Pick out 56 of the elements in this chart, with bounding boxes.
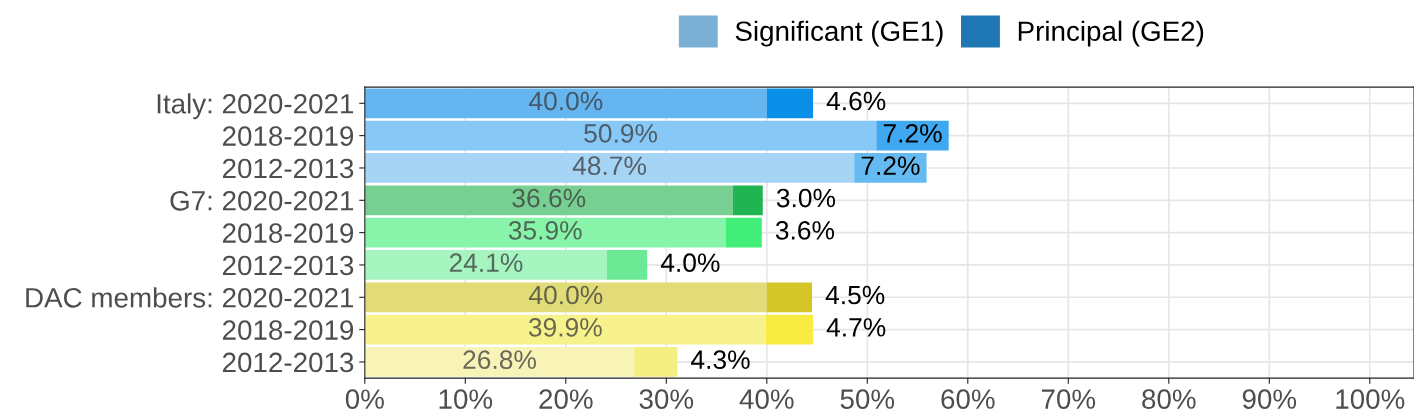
data-label: 4.6% xyxy=(826,91,886,111)
bar xyxy=(364,347,635,377)
bar xyxy=(364,88,767,119)
x-tick-label: 20% xyxy=(539,389,593,409)
bar xyxy=(766,282,813,313)
data-label: 7.2% xyxy=(883,124,942,143)
y-tick-label: DAC members: 2020-2021 xyxy=(26,287,354,308)
data-label: 39.9% xyxy=(528,318,602,337)
data-label: 48.7% xyxy=(572,156,646,176)
y-tick-label: G7: 2020-2021 xyxy=(170,190,354,211)
data-label: 36.6% xyxy=(512,188,586,208)
x-tick-label: 100% xyxy=(1336,389,1405,409)
bar xyxy=(732,185,763,216)
data-label: 35.9% xyxy=(508,221,582,240)
bar xyxy=(364,120,877,151)
bar xyxy=(364,314,766,345)
data-label: 7.2% xyxy=(861,156,920,175)
data-label: 40.0% xyxy=(529,91,603,111)
data-label: 3.0% xyxy=(776,188,836,208)
data-label: 3.6% xyxy=(775,221,835,240)
data-label: 4.5% xyxy=(825,285,885,305)
bar xyxy=(765,314,814,345)
y-tick-label: Italy: 2020-2021 xyxy=(157,93,354,120)
bar xyxy=(364,153,855,183)
bar xyxy=(364,250,608,280)
bar xyxy=(634,347,678,377)
bar xyxy=(364,217,726,248)
x-tick-label: 80% xyxy=(1142,389,1196,409)
data-label: 4.7% xyxy=(826,318,886,337)
x-tick-label: 10% xyxy=(439,389,493,409)
x-tick-label: 40% xyxy=(739,389,794,409)
bar xyxy=(725,217,762,248)
x-tick-label: 30% xyxy=(639,389,694,409)
x-tick-label: 60% xyxy=(941,389,995,409)
x-tick-label: 50% xyxy=(840,389,895,409)
y-tick-label: 2018-2019 xyxy=(222,126,354,146)
data-label: 4.0% xyxy=(660,253,720,273)
series-label: Significant (GE1) xyxy=(735,20,943,47)
y-tick-label: 2012-2013 xyxy=(222,255,354,276)
data-label: 40.0% xyxy=(529,285,603,305)
data-label: 24.1% xyxy=(449,253,523,272)
y-tick-label: 2012-2013 xyxy=(222,158,354,179)
data-label: 50.9% xyxy=(584,124,658,143)
bar xyxy=(364,185,733,216)
data-label: 26.8% xyxy=(463,350,536,370)
bar xyxy=(607,250,648,280)
bar xyxy=(364,282,767,313)
y-tick-label: 2018-2019 xyxy=(222,320,354,340)
bar xyxy=(766,88,814,119)
y-tick-label: 2012-2013 xyxy=(222,352,354,373)
x-tick-label: 0% xyxy=(345,389,384,409)
data-label: 4.3% xyxy=(691,350,750,370)
x-tick-label: 90% xyxy=(1242,389,1297,409)
text: Principal (GE2) xyxy=(1018,20,1204,47)
x-tick-label: 70% xyxy=(1041,389,1096,409)
y-tick-label: 2018-2019 xyxy=(222,223,354,243)
